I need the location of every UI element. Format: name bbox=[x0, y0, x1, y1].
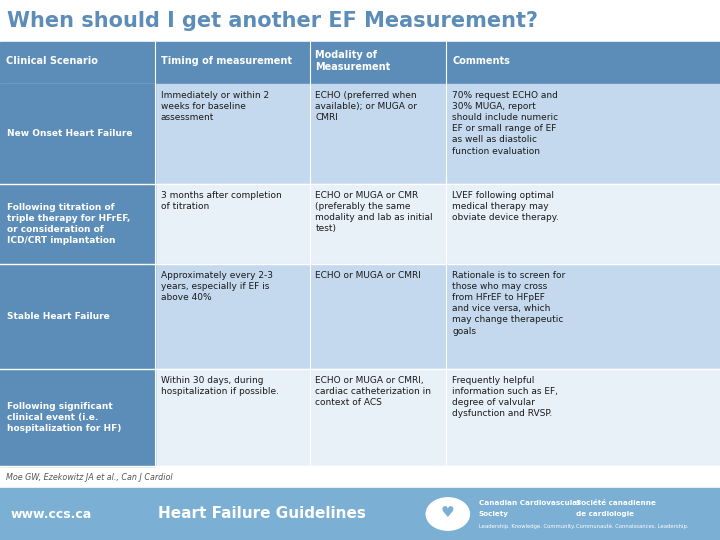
Text: Following titration of
triple therapy for HFrEF,
or consideration of
ICD/CRT imp: Following titration of triple therapy fo… bbox=[7, 203, 130, 245]
Bar bbox=[0, 0, 720, 42]
Bar bbox=[446, 42, 720, 84]
Text: 70% request ECHO and
30% MUGA, report
should include numeric
EF or small range o: 70% request ECHO and 30% MUGA, report sh… bbox=[452, 91, 558, 156]
Bar bbox=[310, 42, 446, 84]
Text: Leadership. Knowledge. Community.: Leadership. Knowledge. Community. bbox=[479, 524, 575, 529]
Text: Within 30 days, during
hospitalization if possible.: Within 30 days, during hospitalization i… bbox=[161, 376, 279, 396]
Bar bbox=[0, 264, 720, 369]
Text: Clinical Scenario: Clinical Scenario bbox=[6, 56, 98, 66]
Text: ECHO or MUGA or CMRI: ECHO or MUGA or CMRI bbox=[315, 271, 421, 280]
Text: Society: Society bbox=[479, 511, 509, 517]
Text: Approximately every 2-3
years, especially if EF is
above 40%: Approximately every 2-3 years, especiall… bbox=[161, 271, 273, 302]
Text: New Onset Heart Failure: New Onset Heart Failure bbox=[7, 130, 132, 138]
Text: Frequently helpful
information such as EF,
degree of valvular
dysfunction and RV: Frequently helpful information such as E… bbox=[452, 376, 558, 418]
Bar bbox=[0, 466, 720, 488]
Text: When should I get another EF Measurement?: When should I get another EF Measurement… bbox=[7, 11, 539, 31]
Text: ECHO (preferred when
available); or MUGA or
CMRI: ECHO (preferred when available); or MUGA… bbox=[315, 91, 418, 122]
Text: Following significant
clinical event (i.e.
hospitalization for HF): Following significant clinical event (i.… bbox=[7, 402, 122, 433]
Text: Immediately or within 2
weeks for baseline
assessment: Immediately or within 2 weeks for baseli… bbox=[161, 91, 269, 122]
Text: ♥: ♥ bbox=[441, 505, 454, 521]
Bar bbox=[155, 42, 310, 84]
Text: 3 months after completion
of titration: 3 months after completion of titration bbox=[161, 191, 282, 211]
Bar bbox=[0, 184, 155, 264]
Bar bbox=[0, 369, 720, 466]
Bar bbox=[0, 488, 720, 540]
Text: Moe GW, Ezekowitz JA et al., Can J Cardiol: Moe GW, Ezekowitz JA et al., Can J Cardi… bbox=[6, 472, 172, 482]
Text: Comments: Comments bbox=[452, 56, 510, 66]
Text: Canadian Cardiovascular: Canadian Cardiovascular bbox=[479, 500, 580, 505]
Text: ECHO or MUGA or CMRI,
cardiac catheterization in
context of ACS: ECHO or MUGA or CMRI, cardiac catheteriz… bbox=[315, 376, 431, 407]
Text: Heart Failure Guidelines: Heart Failure Guidelines bbox=[158, 507, 366, 522]
Bar bbox=[0, 264, 155, 369]
Text: Rationale is to screen for
those who may cross
from HFrEF to HFpEF
and vice vers: Rationale is to screen for those who may… bbox=[452, 271, 565, 335]
Bar bbox=[0, 369, 155, 466]
Text: Modality of
Measurement: Modality of Measurement bbox=[315, 50, 391, 72]
Text: LVEF following optimal
medical therapy may
obviate device therapy.: LVEF following optimal medical therapy m… bbox=[452, 191, 559, 222]
Text: de cardiologie: de cardiologie bbox=[576, 511, 634, 517]
Text: Timing of measurement: Timing of measurement bbox=[161, 56, 292, 66]
Text: Stable Heart Failure: Stable Heart Failure bbox=[7, 312, 110, 321]
Text: ECHO or MUGA or CMR
(preferably the same
modality and lab as initial
test): ECHO or MUGA or CMR (preferably the same… bbox=[315, 191, 433, 233]
Bar bbox=[0, 84, 155, 184]
Bar bbox=[0, 42, 155, 84]
Text: www.ccs.ca: www.ccs.ca bbox=[11, 508, 92, 521]
Bar bbox=[0, 184, 720, 264]
Bar bbox=[0, 84, 720, 184]
Circle shape bbox=[426, 498, 469, 530]
Text: Communauté. Connaissances. Leadership.: Communauté. Connaissances. Leadership. bbox=[576, 524, 688, 529]
Text: Société canadienne: Société canadienne bbox=[576, 500, 656, 505]
